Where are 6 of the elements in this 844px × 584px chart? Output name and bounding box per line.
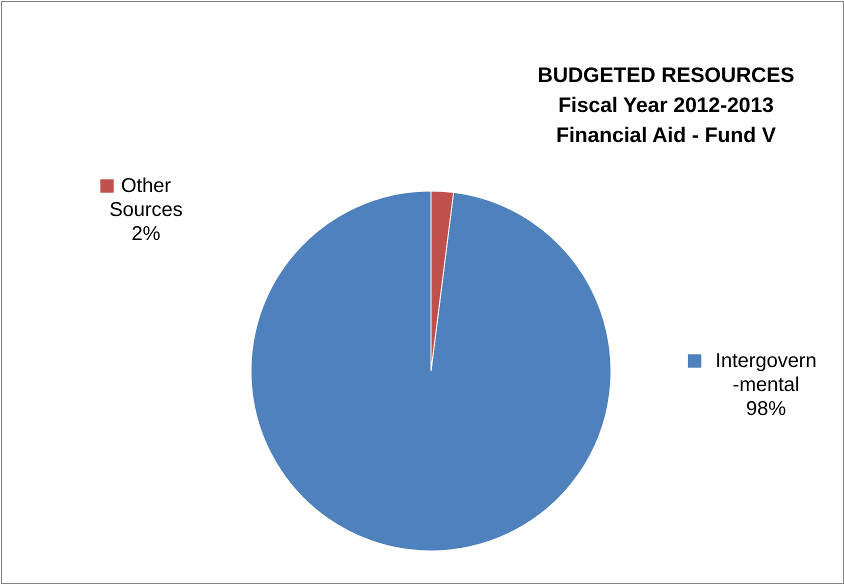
legend-label: Intergovern -mental	[715, 350, 817, 396]
data-label: 98%	[746, 398, 786, 420]
chart-title: BUDGETED RESOURCES Fiscal Year 2012-2013 Financial Aid - Fund V	[538, 64, 794, 147]
data-label: 2%	[132, 223, 161, 245]
legend-label: Other Sources	[109, 175, 183, 221]
pie-slice	[250, 190, 612, 552]
